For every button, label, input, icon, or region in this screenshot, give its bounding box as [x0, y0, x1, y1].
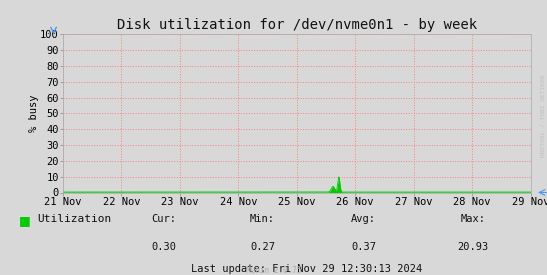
Y-axis label: % busy: % busy	[28, 95, 39, 132]
Text: Min:: Min:	[250, 214, 275, 224]
Text: Last update: Fri Nov 29 12:30:13 2024: Last update: Fri Nov 29 12:30:13 2024	[191, 264, 422, 274]
Text: Munin 2.0.75: Munin 2.0.75	[246, 266, 301, 275]
Text: Max:: Max:	[461, 214, 486, 224]
Text: Cur:: Cur:	[152, 214, 177, 224]
Text: Avg:: Avg:	[351, 214, 376, 224]
Text: 0.37: 0.37	[351, 242, 376, 252]
Text: ■: ■	[19, 214, 31, 227]
Text: RRDTOOL / TOBI OETIKER: RRDTOOL / TOBI OETIKER	[541, 74, 546, 157]
Text: 0.30: 0.30	[152, 242, 177, 252]
Text: 0.27: 0.27	[250, 242, 275, 252]
Title: Disk utilization for /dev/nvme0n1 - by week: Disk utilization for /dev/nvme0n1 - by w…	[117, 18, 477, 32]
Text: 20.93: 20.93	[457, 242, 489, 252]
Text: Utilization: Utilization	[37, 214, 112, 224]
